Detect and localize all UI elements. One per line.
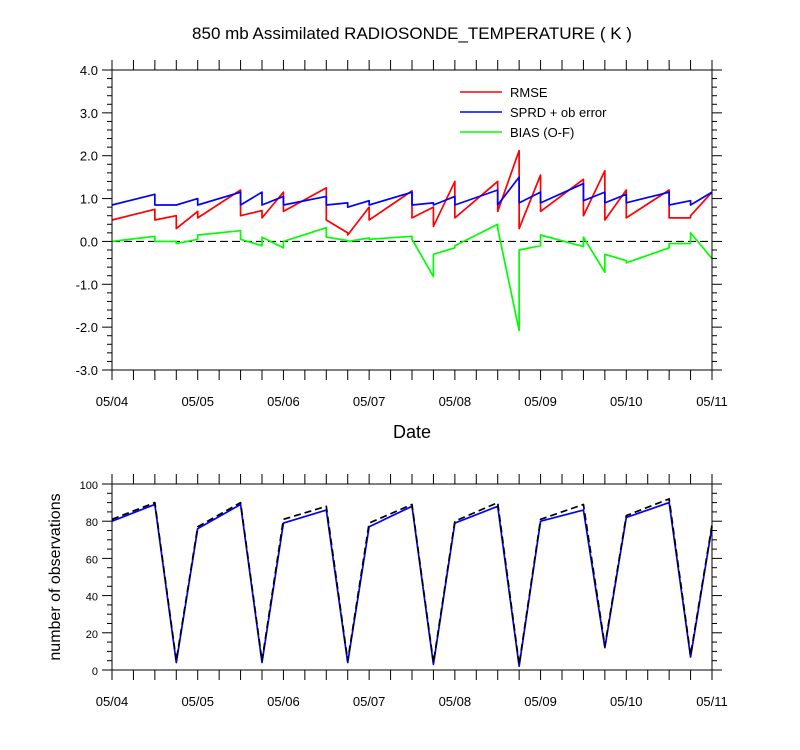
x-tick-label: 05/11: [696, 394, 728, 409]
y-tick-label: 3.0: [80, 106, 98, 121]
y-tick-label: -1.0: [76, 277, 98, 292]
x-tick-label: 05/05: [181, 394, 214, 409]
chart-title: 850 mb Assimilated RADIOSONDE_TEMPERATUR…: [192, 24, 632, 43]
x-tick-label: 05/11: [696, 694, 728, 709]
y-tick-label: 0: [92, 666, 98, 678]
y-tick-label: 20: [86, 629, 98, 641]
y-tick-label: -3.0: [76, 363, 98, 378]
top-chart: 850 mb Assimilated RADIOSONDE_TEMPERATUR…: [76, 24, 728, 442]
x-tick-label: 05/10: [610, 694, 643, 709]
y-tick-label: 80: [86, 517, 98, 529]
legend-bias-label: BIAS (O-F): [510, 125, 574, 140]
x-tick-label: 05/04: [96, 394, 129, 409]
x-tick-label: 05/08: [439, 394, 472, 409]
y-tick-label: 0.0: [80, 234, 98, 249]
x-tick-label: 05/10: [610, 394, 643, 409]
top-series-bias-o-f: [111, 223, 713, 332]
x-axis-label: Date: [393, 422, 431, 442]
y-tick-label: 1.0: [80, 192, 98, 207]
x-tick-label: 05/09: [524, 694, 557, 709]
y-tick-label: 100: [80, 480, 98, 492]
x-tick-label: 05/06: [267, 694, 300, 709]
y-tick-label: 4.0: [80, 63, 98, 78]
bottom-series-possible: [111, 498, 713, 666]
legend: RMSE SPRD + ob error BIAS (O-F): [460, 85, 607, 140]
x-tick-label: 05/05: [181, 694, 214, 709]
legend-rmse-label: RMSE: [510, 85, 548, 100]
x-tick-label: 05/07: [353, 394, 386, 409]
y-tick-label: 40: [86, 592, 98, 604]
y-tick-label: 2.0: [80, 149, 98, 164]
y-tick-label: 60: [86, 554, 98, 566]
y-axis-label: number of observations: [47, 493, 64, 660]
top-series-sprd-ob-error: [111, 176, 713, 208]
x-tick-label: 05/07: [353, 694, 386, 709]
x-tick-label: 05/04: [96, 694, 129, 709]
y-tick-label: -2.0: [76, 320, 98, 335]
legend-sprd-label: SPRD + ob error: [510, 105, 607, 120]
x-tick-label: 05/06: [267, 394, 300, 409]
x-tick-label: 05/09: [524, 394, 557, 409]
bottom-chart: 05/04 05/05 05/06 05/07 05/08 05/09 05/10 05/11…: [47, 474, 728, 709]
x-tick-label: 05/08: [439, 694, 472, 709]
